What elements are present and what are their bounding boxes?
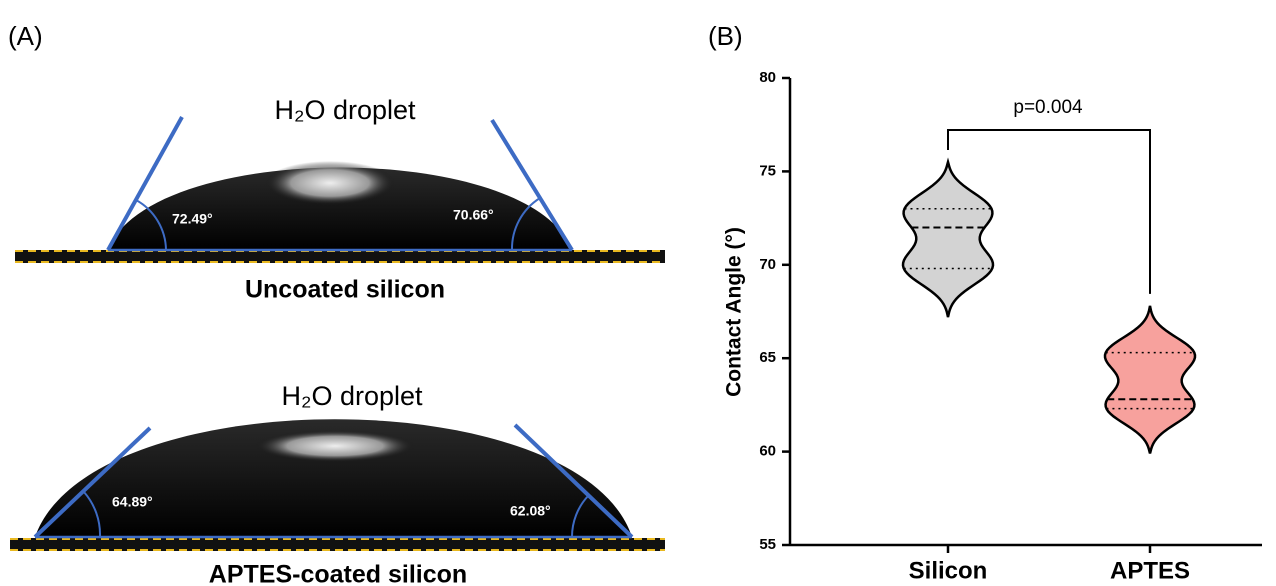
panel-label: (A) [8,21,43,51]
y-tick-label: 80 [759,69,776,86]
y-axis-label: Contact Angle (°) [723,227,746,397]
y-tick-label: 65 [759,349,776,366]
highlight [265,161,395,205]
panel-label: (B) [708,21,743,51]
x-tick-label: Silicon [909,557,988,584]
figure: (A) 72.49° 70.66° H₂O droplet Uncoated s… [0,0,1276,586]
y-tick-label: 75 [759,162,776,179]
caption: Uncoated silicon [245,276,445,304]
angle-label: 64.89° [112,494,153,510]
caption: APTES-coated silicon [209,561,467,586]
violin [1105,306,1195,454]
droplet-image: 72.49° 70.66° [15,117,665,263]
x-tick-label: APTES [1110,557,1190,584]
y-tick-label: 70 [759,256,776,273]
y-tick-label: 55 [759,536,776,553]
angle-label: 70.66° [453,207,494,223]
y-tick-label: 60 [759,443,776,460]
annotation: p=0.004 [1013,97,1083,118]
droplet-label: H₂O droplet [281,381,423,411]
highlight [255,430,415,462]
angle-label: 72.49° [172,211,213,227]
droplet-label: H₂O droplet [274,95,416,125]
angle-label: 62.08° [510,503,551,519]
droplet-image: 64.89° 62.08° [10,419,665,551]
violin [903,162,993,317]
